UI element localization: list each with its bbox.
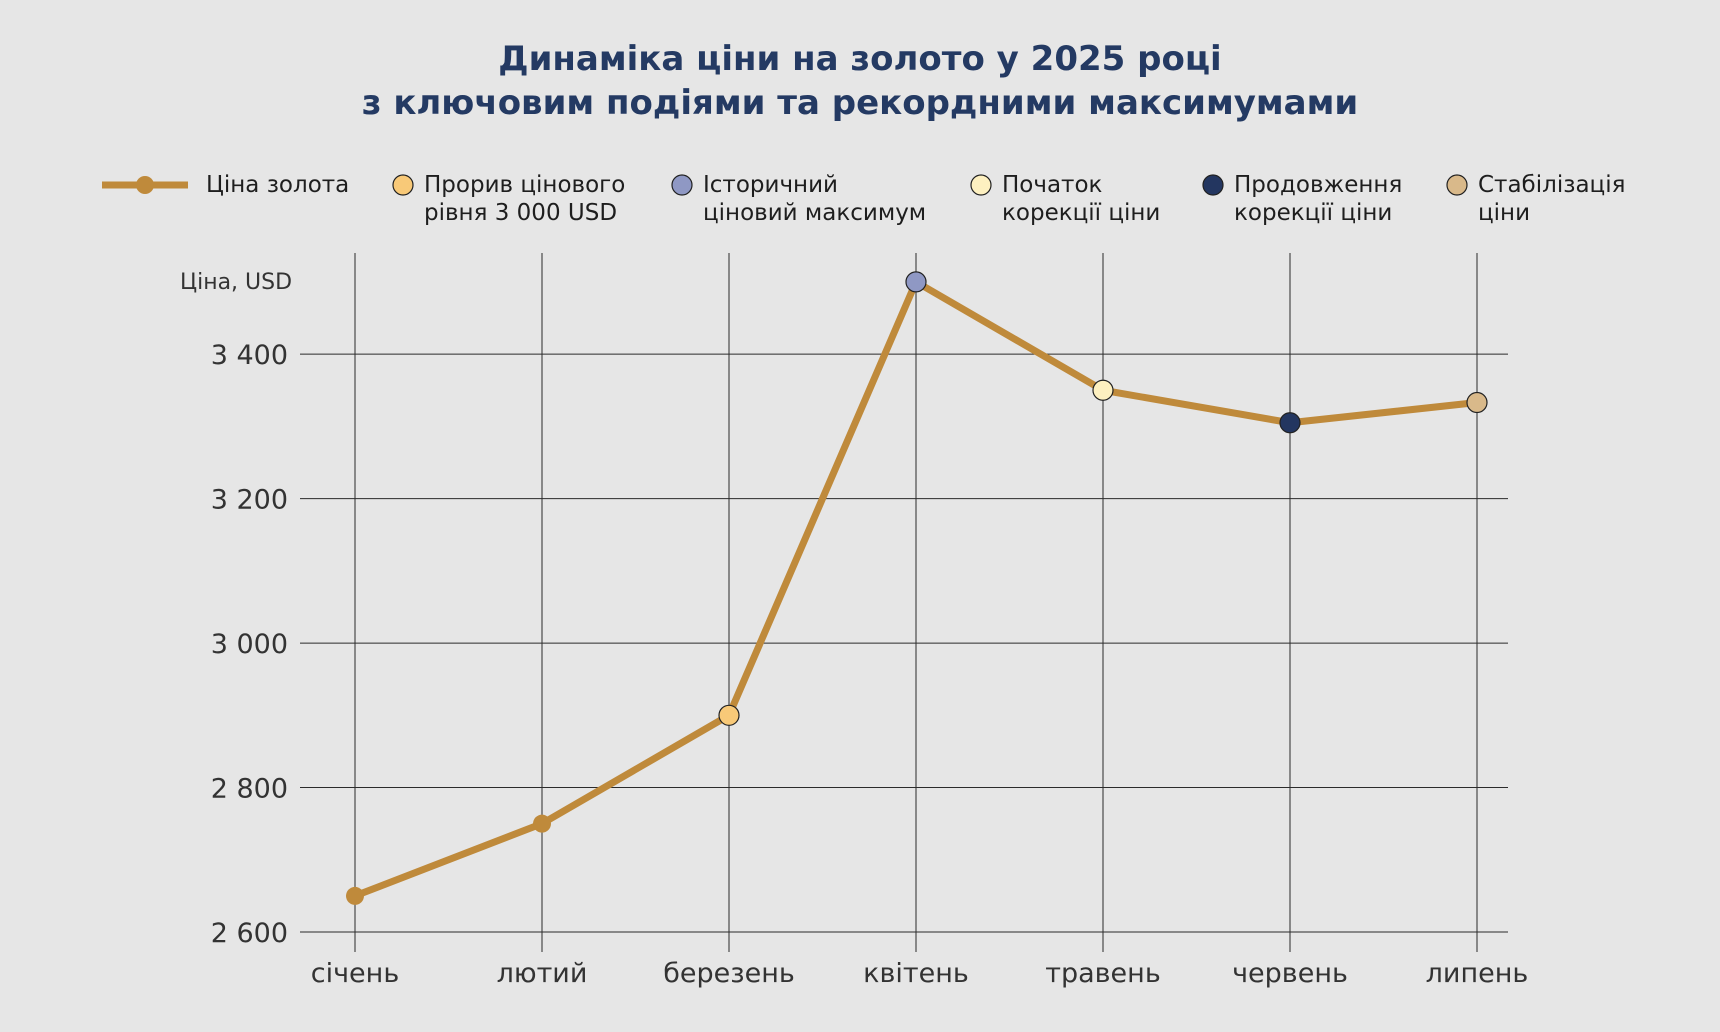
event-marker <box>905 271 927 293</box>
legend-marker-swatch <box>671 174 693 196</box>
x-tick-label: травень <box>1045 958 1161 989</box>
data-point <box>346 886 364 905</box>
y-axis-ticks: 2 600 2 800 3 000 3 200 3 400 <box>211 340 288 949</box>
legend-label: ціни <box>1478 200 1530 226</box>
y-tick-label: 2 800 <box>211 774 288 805</box>
horizontal-gridlines <box>300 353 1508 933</box>
legend-label: Прорив цінового <box>424 172 625 198</box>
x-tick-label: березень <box>663 958 795 989</box>
vertical-gridlines <box>354 253 1478 952</box>
data-point <box>533 814 551 833</box>
x-tick-label: лютий <box>497 958 588 989</box>
chart-title-line-1: Динаміка ціни на золото у 2025 році <box>498 39 1221 79</box>
legend-label-price: Ціна золота <box>206 172 349 198</box>
y-tick-label: 3 000 <box>211 629 288 660</box>
legend-label: корекції ціни <box>1234 200 1392 226</box>
legend-marker-swatch <box>970 174 992 196</box>
y-axis-label: Ціна, USD <box>180 270 292 295</box>
legend-label: Початок <box>1002 172 1103 198</box>
legend-marker-swatch <box>1202 174 1224 196</box>
event-marker <box>718 704 740 726</box>
legend-label: Історичний <box>703 172 838 198</box>
legend-marker-swatch <box>392 174 414 196</box>
x-tick-label: липень <box>1426 958 1529 989</box>
legend-label: корекції ціни <box>1002 200 1160 226</box>
x-tick-label: квітень <box>863 958 969 989</box>
y-tick-label: 3 400 <box>211 340 288 371</box>
legend-dot-swatch <box>136 176 154 194</box>
x-tick-label: червень <box>1232 958 1348 989</box>
legend-marker-swatch <box>1446 174 1468 196</box>
legend-label: ціновий максимум <box>703 200 926 226</box>
event-marker <box>1279 412 1301 434</box>
legend-item-price-line: Ціна золота <box>102 172 349 198</box>
y-tick-label: 2 600 <box>211 918 288 949</box>
legend-label: рівня 3 000 USD <box>424 200 617 226</box>
x-tick-label: січень <box>311 958 399 989</box>
x-axis-ticks: січень лютий березень квітень травень червень… <box>311 958 1529 989</box>
legend-label: Стабілізація <box>1478 172 1625 198</box>
event-marker <box>1466 391 1488 414</box>
event-marker <box>1092 379 1114 401</box>
legend-label: Продовження <box>1234 172 1402 198</box>
y-tick-label: 3 200 <box>211 485 288 516</box>
chart-title-line-2: з ключовим подіями та рекордними максиму… <box>362 83 1359 123</box>
price-series <box>346 271 1488 905</box>
